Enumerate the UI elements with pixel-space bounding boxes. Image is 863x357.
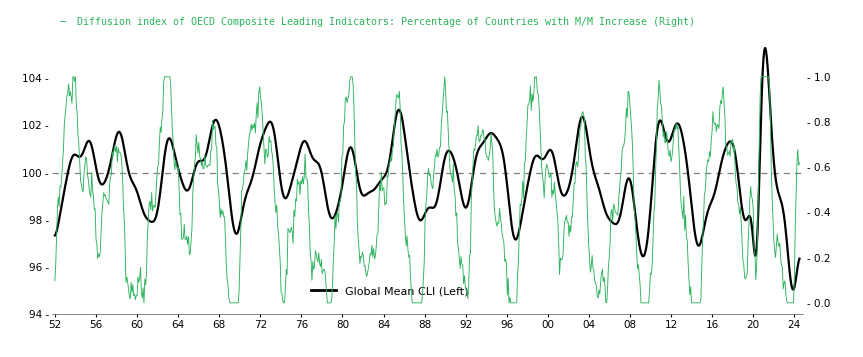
Text: ─  Diffusion index of OECD Composite Leading Indicators: Percentage of Countries: ─ Diffusion index of OECD Composite Lead… xyxy=(60,16,696,26)
Legend: Global Mean CLI (Left): Global Mean CLI (Left) xyxy=(306,281,473,301)
